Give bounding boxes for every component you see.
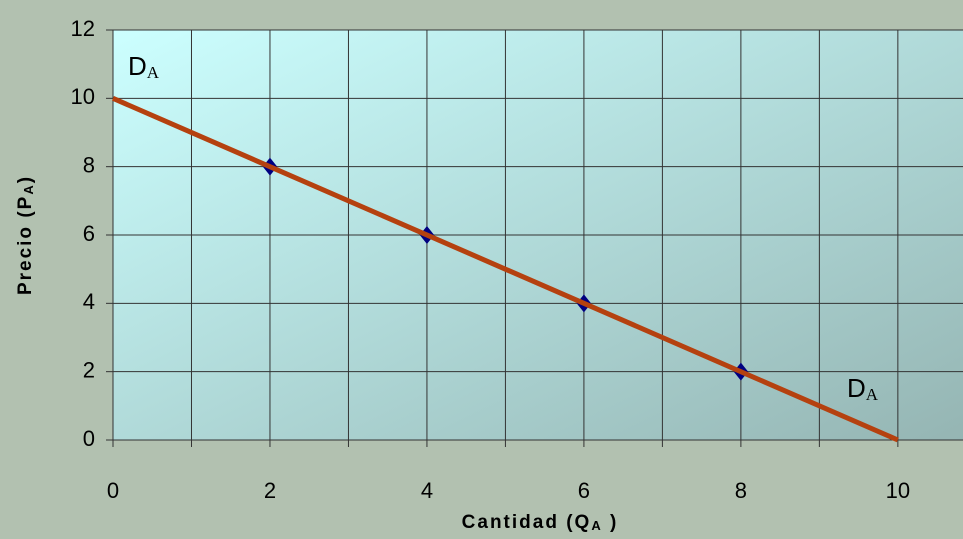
x-tick-label: 4 [421,478,433,503]
y-tick-label: 8 [83,152,95,177]
x-tick-label: 8 [735,478,747,503]
demand-line [112,96,899,443]
x-tick-label: 0 [107,478,119,503]
x-tick-label: 6 [578,478,590,503]
x-tick-label: 2 [264,478,276,503]
y-tick-label: 12 [71,16,95,41]
y-tick-label: 4 [83,289,95,314]
y-tick-label: 2 [83,357,95,382]
y-tick-label: 0 [83,426,95,451]
y-axis-label: Precio (PA) [15,175,36,295]
annotation: DA [128,51,160,82]
annotation: DA [847,373,879,404]
y-tick-label: 10 [71,84,95,109]
x-tick-label: 10 [886,478,910,503]
y-tick-label: 6 [83,221,95,246]
x-axis-label: Cantidad (QA ) [462,512,619,533]
